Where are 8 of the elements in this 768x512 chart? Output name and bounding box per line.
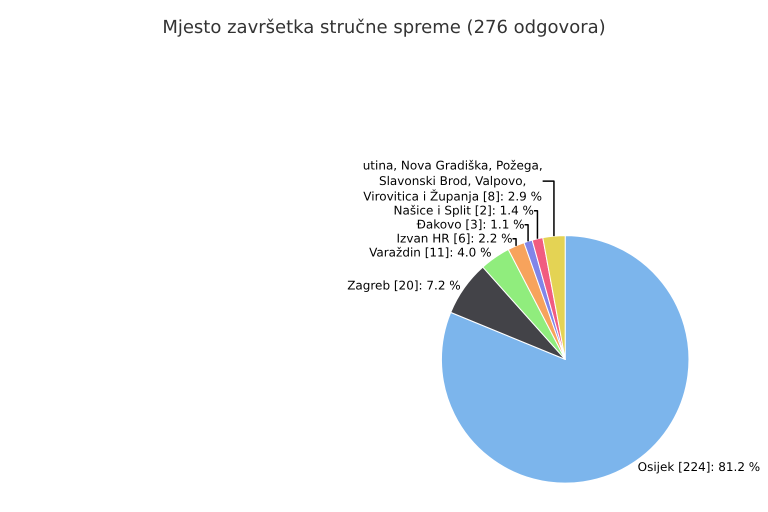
slice-label: Zagreb [20]: 7.2 % bbox=[347, 278, 461, 293]
slice-label: Izvan HR [6]: 2.2 % bbox=[396, 232, 513, 246]
slice-label: utina, Nova Gradiška, Požega, Slavonski Brod, Valpovo, Virovitica i Županja [8]: 2.9 % bbox=[362, 158, 543, 204]
slice-label: Varaždin [11]: 4.0 % bbox=[369, 246, 492, 260]
chart-title: Mjesto završetka stručne spreme (276 odgovora) bbox=[162, 17, 606, 38]
slice-label: Đakovo [3]: 1.1 % bbox=[416, 218, 525, 232]
slice-label: Našice i Split [2]: 1.4 % bbox=[394, 204, 534, 218]
slice-label: Osijek [224]: 81.2 % bbox=[638, 460, 760, 474]
